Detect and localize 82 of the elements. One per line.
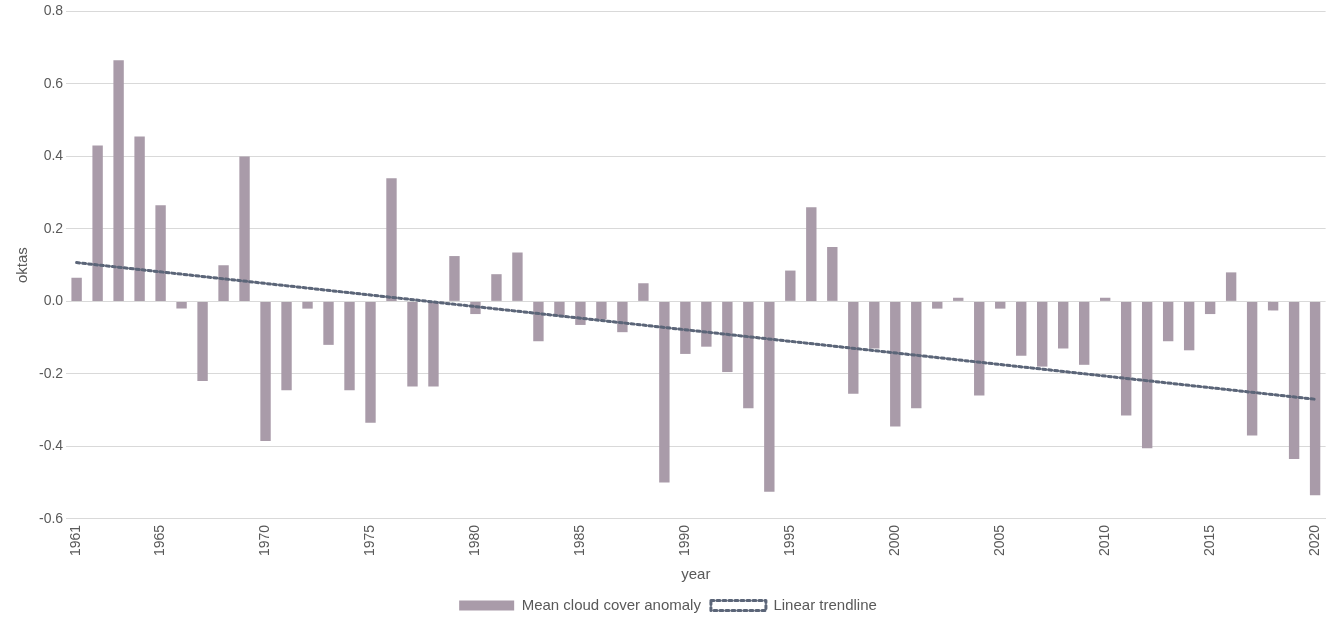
bar xyxy=(365,301,376,423)
bar xyxy=(407,301,418,387)
x-tick-label: 2015 xyxy=(1201,524,1217,557)
bar xyxy=(1246,301,1258,436)
x-tick-label: 1965 xyxy=(151,524,168,557)
bar xyxy=(491,274,502,301)
y-tick-label: -0.2 xyxy=(39,364,64,381)
bar xyxy=(302,301,313,309)
bar xyxy=(512,252,523,301)
bar xyxy=(1288,301,1300,460)
bar xyxy=(932,301,943,309)
bar xyxy=(953,297,964,301)
x-tick-label: 2020 xyxy=(1305,524,1322,557)
bar xyxy=(1141,301,1153,449)
y-tick-label: 0.4 xyxy=(43,147,64,164)
bar xyxy=(638,283,649,301)
x-tick-label: 1970 xyxy=(256,524,273,557)
bar xyxy=(1037,301,1048,367)
x-tick-label: 1990 xyxy=(676,524,693,557)
legend-label: Linear trendline xyxy=(773,595,877,613)
bar xyxy=(764,301,775,492)
bar xyxy=(260,301,271,441)
bar xyxy=(1058,301,1069,349)
bar xyxy=(1183,301,1195,351)
bar xyxy=(722,301,733,373)
legend-label: Mean cloud cover anomaly xyxy=(521,595,702,613)
bar xyxy=(134,136,145,301)
bar xyxy=(323,301,334,345)
bar xyxy=(596,301,607,320)
x-tick-label: 1975 xyxy=(361,524,378,557)
bar xyxy=(155,205,166,301)
bar xyxy=(995,301,1006,309)
bar xyxy=(281,301,292,391)
x-tick-label: 2000 xyxy=(886,524,903,557)
bar xyxy=(1016,301,1027,356)
x-tick-label: 2005 xyxy=(991,524,1008,557)
bar xyxy=(1225,272,1237,301)
bar xyxy=(1267,301,1279,311)
bar xyxy=(848,301,859,394)
bar xyxy=(1099,297,1111,301)
bar xyxy=(113,60,124,301)
bar xyxy=(428,301,439,387)
y-tick-label: 0.2 xyxy=(43,219,64,236)
bar xyxy=(386,178,397,301)
bar xyxy=(659,301,670,483)
bar xyxy=(743,301,754,409)
x-tick-label: 1985 xyxy=(571,524,588,557)
bar xyxy=(218,265,229,301)
bar xyxy=(449,256,460,301)
bar xyxy=(617,301,628,333)
bar xyxy=(71,277,82,301)
bar xyxy=(785,270,796,301)
bar xyxy=(1162,301,1174,342)
bar xyxy=(344,301,355,391)
y-tick-label: 0.0 xyxy=(43,292,64,309)
x-axis-title: year xyxy=(681,565,711,583)
bar xyxy=(197,301,208,382)
bar xyxy=(890,301,901,427)
bar xyxy=(974,301,985,396)
y-tick-label: 0.8 xyxy=(43,2,64,19)
bar xyxy=(827,247,838,301)
bar xyxy=(806,207,817,301)
bar xyxy=(1204,301,1216,315)
bar xyxy=(869,301,880,349)
x-tick-label: 1961 xyxy=(67,524,84,557)
bar xyxy=(92,145,103,301)
x-tick-label: 2010 xyxy=(1096,524,1113,557)
bar xyxy=(1120,301,1132,416)
bar xyxy=(1079,301,1090,365)
bar xyxy=(701,301,712,347)
bar xyxy=(1309,301,1321,496)
y-tick-label: -0.4 xyxy=(39,437,64,454)
y-tick-label: 0.6 xyxy=(43,74,64,91)
x-tick-label: 1980 xyxy=(466,524,483,557)
y-tick-label: -0.6 xyxy=(39,509,64,526)
y-axis-title: oktas xyxy=(13,247,31,284)
bar xyxy=(680,301,691,354)
bar xyxy=(176,301,187,309)
x-tick-label: 1995 xyxy=(781,524,798,557)
bar xyxy=(533,301,544,342)
bar xyxy=(911,301,922,409)
bar xyxy=(239,156,250,301)
